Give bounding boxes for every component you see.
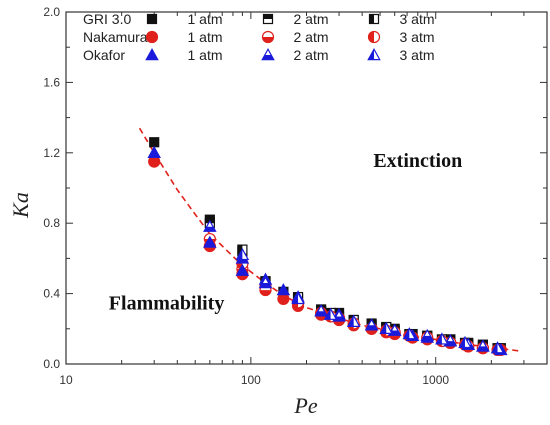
y-tick-label: 1.2 <box>43 146 60 160</box>
y-axis-title: Ka <box>8 192 33 219</box>
data-point <box>379 321 394 334</box>
legend-marker <box>261 48 275 61</box>
legend-entry-label: 1 atm <box>187 47 222 63</box>
y-tick-label: 0.0 <box>43 357 60 371</box>
x-tick-label: 100 <box>241 373 261 387</box>
legend-marker <box>261 30 275 44</box>
legend-entry-label: 2 atm <box>293 47 328 63</box>
data-point <box>258 276 273 289</box>
data-point <box>435 332 449 345</box>
region-annotation: Flammability <box>109 292 225 314</box>
data-point <box>402 327 417 340</box>
legend-entry-label: 3 atm <box>399 47 434 63</box>
legend: GRI 3.0 1 atm 2 atm 3 atm Nakamura 1 atm 2 atm… <box>83 11 435 63</box>
data-point <box>203 235 217 248</box>
legend-marker <box>262 13 274 25</box>
legend-entry-label: 3 atm <box>399 11 434 27</box>
x-tick-label: 1000 <box>422 373 449 387</box>
data-point <box>147 145 161 158</box>
legend-marker <box>145 48 159 61</box>
data-point <box>291 291 305 305</box>
y-tick-label: 1.6 <box>43 75 60 89</box>
data-point <box>476 339 490 352</box>
data-point <box>149 137 160 148</box>
legend-marker <box>367 30 381 44</box>
legend-group-label: GRI 3.0 <box>83 11 131 27</box>
legend-entry-label: 1 atm <box>187 11 222 27</box>
x-axis-title: Pe <box>293 393 317 418</box>
y-tick-label: 2.0 <box>43 5 60 19</box>
data-points <box>147 137 508 357</box>
x-tick-label: 10 <box>59 373 73 387</box>
data-point <box>458 335 472 349</box>
legend-entry-label: 3 atm <box>399 29 434 45</box>
legend-group-label: Okafor <box>83 47 125 63</box>
y-tick-label: 0.8 <box>43 216 60 230</box>
legend-entry-label: 2 atm <box>293 11 328 27</box>
data-point <box>490 341 505 354</box>
legend-marker <box>145 30 159 44</box>
region-annotation: Extinction <box>373 150 462 172</box>
legend-marker <box>368 13 380 25</box>
data-point <box>314 304 328 317</box>
legend-group-label: Nakamura <box>83 29 148 45</box>
annotations: Extinction Flammability <box>109 150 462 315</box>
legend-entry-label: 1 atm <box>187 29 222 45</box>
data-point <box>276 283 291 296</box>
axis-ticks: 10 100 1000 0.0 0.4 0.8 1.2 1.6 2.0 <box>43 5 547 387</box>
data-point <box>346 314 361 327</box>
data-point <box>235 247 250 261</box>
y-tick-label: 0.4 <box>43 287 60 301</box>
legend-entry-label: 2 atm <box>293 29 328 45</box>
fit-curve <box>138 127 519 352</box>
data-point <box>364 318 379 331</box>
data-point <box>323 307 338 320</box>
data-point <box>420 328 435 342</box>
legend-marker <box>367 48 381 61</box>
legend-marker <box>146 13 158 25</box>
data-point <box>235 263 250 276</box>
data-point <box>203 219 217 232</box>
